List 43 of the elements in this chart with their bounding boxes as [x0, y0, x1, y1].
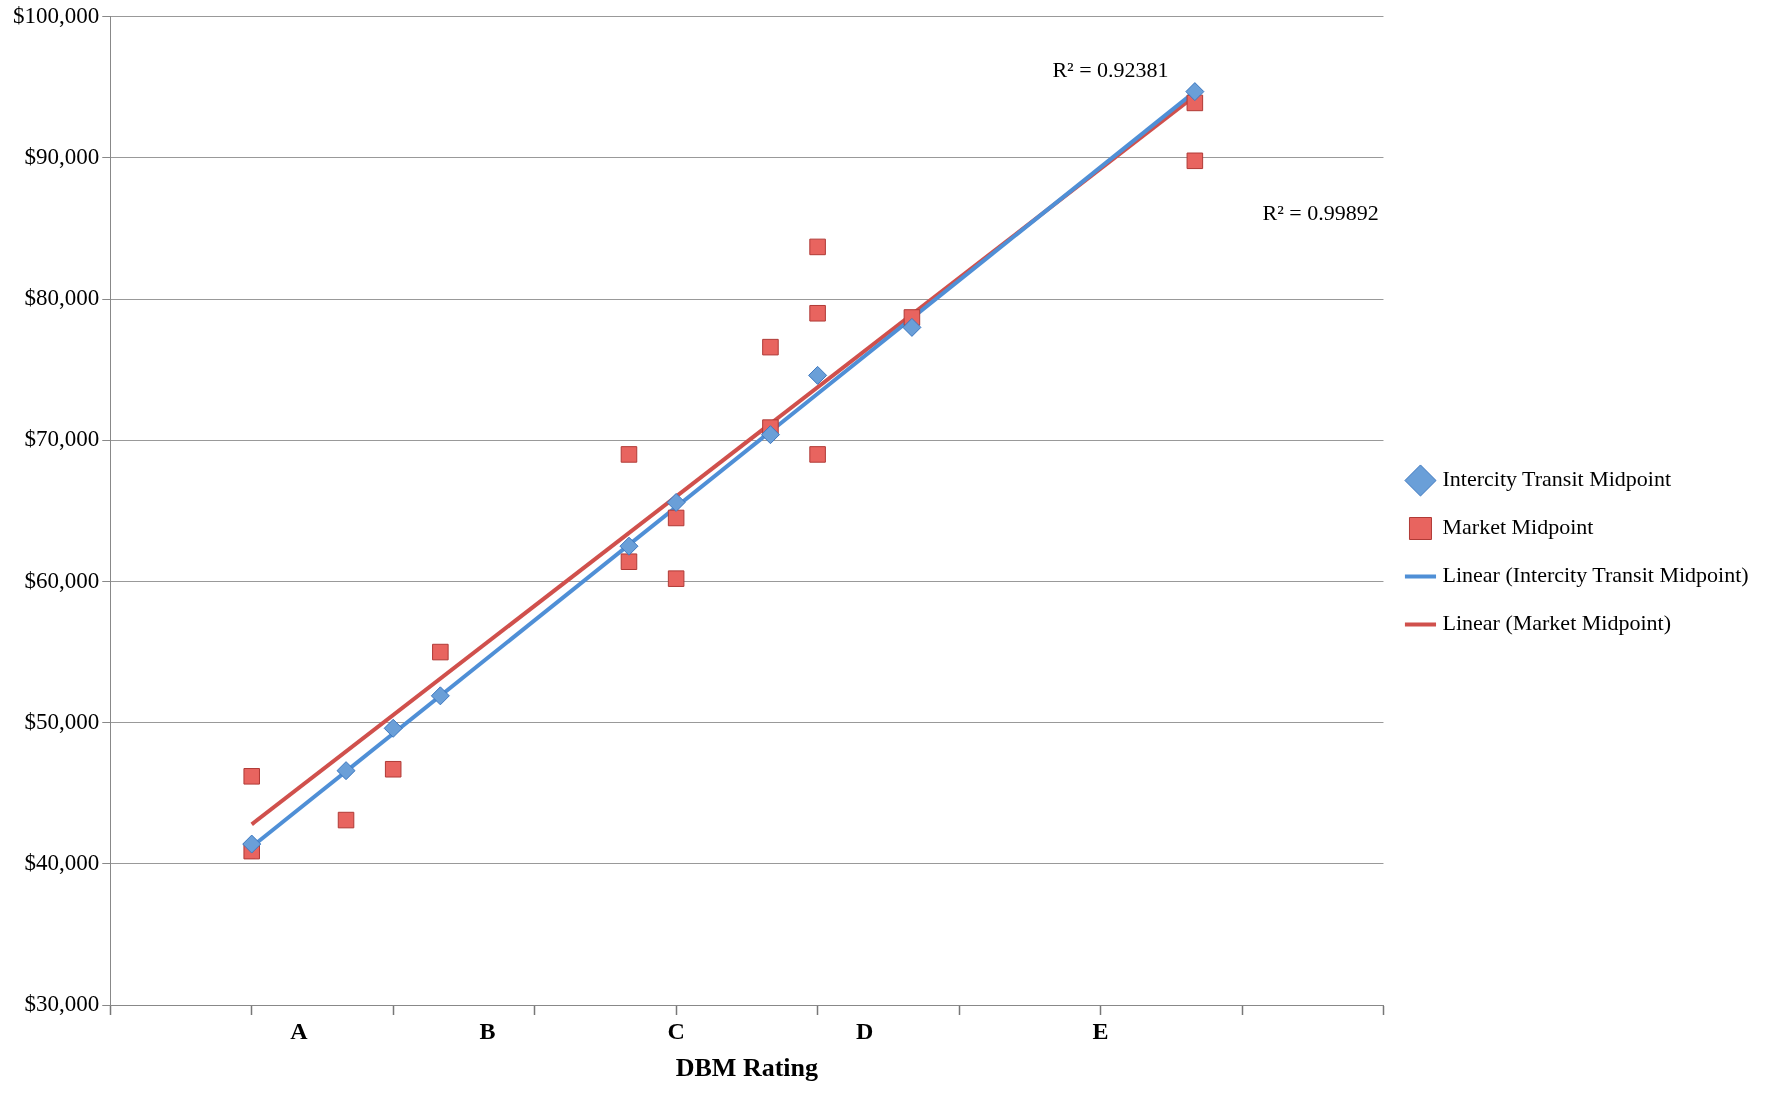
- point: [337, 811, 355, 829]
- point: [383, 718, 403, 738]
- point: [666, 492, 686, 512]
- y-tick-label: $30,000: [24, 991, 100, 1017]
- point: [808, 365, 828, 385]
- point: [384, 760, 402, 778]
- point: [809, 238, 826, 256]
- point: [667, 570, 685, 587]
- y-tick-label: $50,000: [24, 708, 100, 734]
- point: [762, 338, 779, 356]
- y-tick-label: $70,000: [24, 426, 100, 452]
- point: [430, 686, 450, 706]
- x-tick-label: E: [1092, 1017, 1109, 1044]
- y-tick-label: $90,000: [24, 144, 100, 170]
- point: [432, 643, 449, 661]
- annotation: R² = 0.92381: [1052, 56, 1169, 82]
- point: [619, 536, 639, 556]
- y-tick-label: $100,000: [13, 2, 100, 28]
- point: [1186, 152, 1204, 170]
- x-tick-label: A: [290, 1017, 309, 1044]
- point: [809, 304, 826, 322]
- x-tick-label: C: [667, 1017, 685, 1044]
- x-axis-title: DBM Rating: [675, 1053, 819, 1083]
- point: [336, 761, 356, 781]
- point: [242, 834, 262, 854]
- point: [667, 509, 685, 527]
- point: [902, 317, 922, 337]
- point: [760, 425, 780, 445]
- point: [620, 553, 638, 570]
- point: [809, 446, 826, 463]
- point: [1185, 82, 1205, 102]
- legend-label: Market Midpoint: [1442, 514, 1594, 540]
- y-tick-label: $80,000: [24, 285, 100, 311]
- x-tick-label: B: [479, 1017, 496, 1044]
- point: [243, 768, 260, 785]
- legend-label: Linear (Intercity Transit Midpoint): [1442, 562, 1749, 588]
- legend-label: Linear (Market Midpoint): [1442, 610, 1671, 636]
- y-tick-label: $40,000: [24, 849, 100, 875]
- x-tick-label: D: [856, 1017, 874, 1044]
- legend-label: Intercity Transit Midpoint: [1442, 466, 1672, 492]
- annotation: R² = 0.99892: [1262, 200, 1379, 226]
- point: [620, 446, 638, 463]
- y-tick-label: $60,000: [24, 567, 100, 593]
